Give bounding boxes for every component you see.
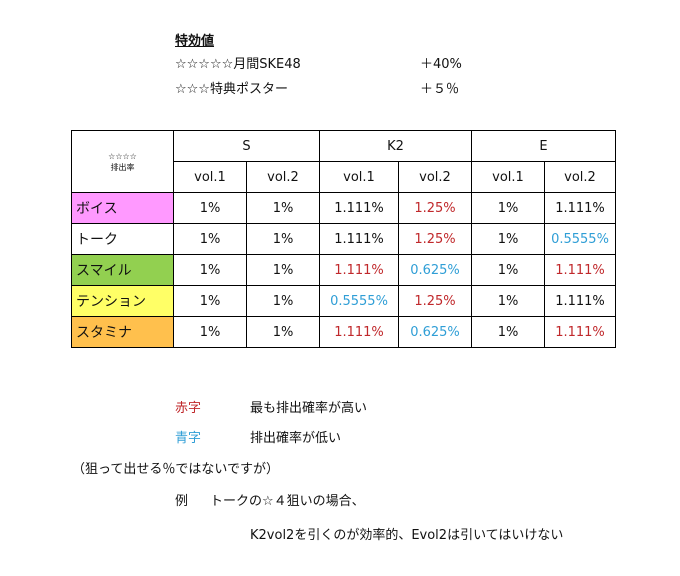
note-text: （狙って出せる％ではないですが） (72, 462, 279, 477)
rate-cell: 1% (471, 254, 545, 286)
bonus-item-value: ＋40% (420, 57, 462, 72)
bonus-item-value: ＋５％ (420, 82, 460, 97)
rate-cell: 1.111% (319, 316, 399, 348)
table-row: スマイル 1% 1% 1.111% 0.625% 1% 1.111% (71, 254, 616, 286)
sub-header: vol.1 (319, 161, 399, 193)
rate-cell: 1% (471, 316, 545, 348)
rate-cell: 1% (173, 254, 247, 286)
rate-cell: 1% (173, 192, 247, 224)
rate-cell: 1% (173, 285, 247, 317)
rate-cell: 1% (471, 223, 545, 255)
rate-cell: 1% (246, 223, 320, 255)
sub-header: vol.2 (246, 161, 320, 193)
rate-cell: 1.111% (319, 192, 399, 224)
sub-header: vol.2 (398, 161, 472, 193)
rate-cell: 1% (246, 285, 320, 317)
rate-cell: 1% (471, 285, 545, 317)
table-corner: ☆☆☆☆ 排出率 (71, 130, 174, 193)
group-header: K2 (319, 130, 472, 162)
row-label: スタミナ (71, 316, 174, 348)
rate-cell: 1% (246, 254, 320, 286)
rate-cell: 1.111% (544, 192, 616, 224)
rate-cell: 1% (173, 316, 247, 348)
rate-cell: 1.111% (544, 254, 616, 286)
bonus-item-label: ☆☆☆特典ポスター (175, 82, 288, 97)
rate-cell: 1.25% (398, 192, 472, 224)
bonus-title: 特効値 (175, 34, 215, 49)
example-text-2: K2vol2を引くのが効率的、Evol2は引いてはいけない (250, 528, 564, 543)
rate-cell: 1% (246, 192, 320, 224)
example-label: 例 (175, 494, 189, 509)
rate-cell: 1.111% (544, 285, 616, 317)
row-label: トーク (71, 223, 174, 255)
rate-cell: 0.625% (398, 254, 472, 286)
rate-cell: 1% (246, 316, 320, 348)
table-row: スタミナ 1% 1% 1.111% 0.625% 1% 1.111% (71, 316, 616, 348)
row-label: スマイル (71, 254, 174, 286)
rate-cell: 1.111% (544, 316, 616, 348)
rate-cell: 0.5555% (544, 223, 616, 255)
legend-red-label: 赤字 (175, 401, 202, 416)
rate-cell: 0.625% (398, 316, 472, 348)
rate-cell: 1.25% (398, 285, 472, 317)
corner-stars: ☆☆☆☆ (108, 151, 137, 161)
rate-cell: 0.5555% (319, 285, 399, 317)
legend-blue-text: 排出確率が低い (250, 431, 342, 446)
table-row: トーク 1% 1% 1.111% 1.25% 1% 0.5555% (71, 223, 616, 255)
corner-caption: 排出率 (110, 162, 135, 172)
rate-cell: 1% (471, 192, 545, 224)
example-text: トークの☆４狙いの場合、 (210, 494, 365, 509)
group-header: S (173, 130, 320, 162)
sub-header: vol.1 (173, 161, 247, 193)
sub-header: vol.1 (471, 161, 545, 193)
row-label: テンション (71, 285, 174, 317)
legend-red-text: 最も排出確率が高い (250, 401, 368, 416)
legend-blue-label: 青字 (175, 431, 202, 446)
table-row: ボイス 1% 1% 1.111% 1.25% 1% 1.111% (71, 192, 616, 224)
group-header: E (471, 130, 616, 162)
row-label: ボイス (71, 192, 174, 224)
drop-rate-table: ☆☆☆☆ 排出率 S K2 E vol.1 vol.2 vol.1 vol.2 … (71, 130, 616, 348)
table-row: テンション 1% 1% 0.5555% 1.25% 1% 1.111% (71, 285, 616, 317)
rate-cell: 1.25% (398, 223, 472, 255)
rate-cell: 1.111% (319, 254, 399, 286)
rate-cell: 1.111% (319, 223, 399, 255)
rate-cell: 1% (173, 223, 247, 255)
sub-header: vol.2 (544, 161, 616, 193)
bonus-item-label: ☆☆☆☆☆月間SKE48 (175, 57, 301, 72)
